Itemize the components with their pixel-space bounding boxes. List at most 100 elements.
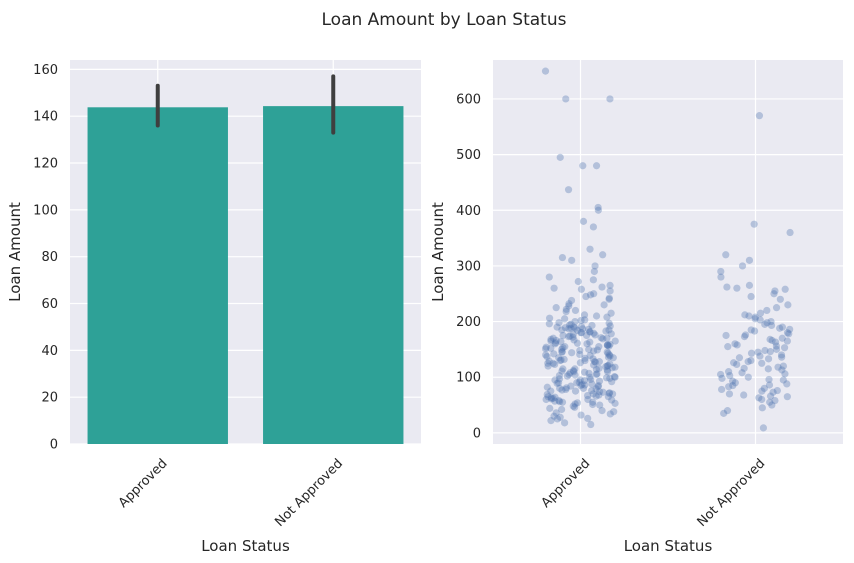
point-approved [561, 343, 569, 351]
point-approved [567, 296, 576, 305]
point-approved [549, 334, 557, 342]
point-approved [546, 404, 554, 412]
point-approved [545, 320, 553, 328]
point-approved [552, 336, 560, 345]
point-approved [568, 256, 576, 264]
point-not-approved [772, 342, 780, 350]
point-approved [593, 346, 601, 354]
point-approved [577, 322, 586, 331]
point-approved [609, 390, 617, 398]
point-approved [592, 370, 600, 379]
point-approved [543, 390, 551, 399]
point-approved [565, 302, 573, 310]
point-not-approved [750, 327, 759, 335]
point-not-approved [723, 407, 732, 415]
point-approved [606, 340, 614, 348]
point-approved [576, 376, 584, 384]
point-not-approved [745, 281, 754, 289]
point-approved [544, 393, 552, 401]
point-approved [555, 379, 563, 387]
point-approved [605, 389, 613, 397]
point-approved [553, 415, 562, 423]
point-approved [611, 373, 619, 381]
point-approved [611, 337, 619, 345]
left-x-tick-label: Not Approved [272, 456, 346, 530]
point-approved [586, 245, 594, 253]
point-approved [570, 368, 578, 376]
point-not-approved [764, 365, 772, 373]
point-approved [573, 399, 582, 407]
point-not-approved [731, 340, 739, 348]
point-approved [544, 362, 552, 370]
point-approved [594, 383, 602, 391]
point-approved [611, 399, 619, 407]
point-approved [542, 395, 550, 404]
point-not-approved [780, 344, 789, 352]
point-approved [565, 300, 573, 308]
point-not-approved [729, 377, 737, 385]
point-approved [559, 365, 567, 373]
point-approved [565, 321, 574, 329]
point-approved [555, 371, 564, 380]
point-approved [556, 153, 564, 161]
point-approved [606, 410, 614, 418]
point-not-approved [766, 392, 775, 400]
point-not-approved [718, 385, 726, 394]
point-approved [576, 359, 584, 367]
point-approved [581, 354, 589, 362]
point-approved [606, 374, 614, 382]
point-approved [589, 390, 597, 398]
point-approved [550, 284, 558, 292]
point-not-approved [755, 394, 763, 402]
point-approved [589, 400, 597, 409]
point-approved [558, 348, 566, 356]
point-approved [587, 420, 595, 429]
point-approved [583, 391, 592, 400]
point-not-approved [744, 373, 752, 381]
point-approved [576, 350, 584, 358]
point-approved [553, 323, 561, 331]
point-approved [562, 384, 571, 392]
point-not-approved [783, 393, 791, 401]
point-approved [604, 349, 612, 357]
point-approved [594, 206, 602, 214]
point-approved [556, 398, 564, 406]
point-approved [556, 413, 564, 421]
right-y-tick-label: 600 [456, 92, 481, 107]
point-approved [569, 402, 577, 410]
point-approved [586, 328, 594, 336]
point-approved [545, 357, 553, 365]
point-approved [604, 393, 612, 401]
point-approved [551, 340, 559, 348]
point-approved [561, 324, 569, 332]
point-approved [558, 405, 566, 414]
point-approved [547, 394, 555, 402]
point-approved [576, 346, 584, 355]
point-approved [591, 331, 599, 339]
left-y-tick-label: 20 [41, 391, 58, 406]
point-approved [586, 351, 594, 360]
strip-chart-plot-area [493, 60, 843, 444]
point-not-approved [747, 356, 755, 365]
point-approved [605, 342, 613, 350]
point-approved [585, 345, 593, 353]
point-approved [551, 339, 560, 347]
point-approved [583, 340, 591, 348]
strip-chart-points [541, 67, 794, 432]
point-not-approved [783, 337, 791, 345]
point-approved [599, 251, 607, 259]
point-approved [573, 339, 582, 347]
point-approved [571, 387, 580, 395]
point-not-approved [767, 317, 775, 326]
figure-title: Loan Amount by Loan Status [322, 10, 567, 30]
point-not-approved [758, 359, 766, 367]
point-approved [551, 393, 559, 401]
point-not-approved [772, 345, 781, 353]
point-approved [562, 385, 570, 394]
point-approved [603, 341, 612, 350]
point-approved [597, 334, 605, 342]
point-approved [603, 348, 611, 356]
point-approved [577, 411, 585, 419]
point-approved [562, 305, 570, 313]
